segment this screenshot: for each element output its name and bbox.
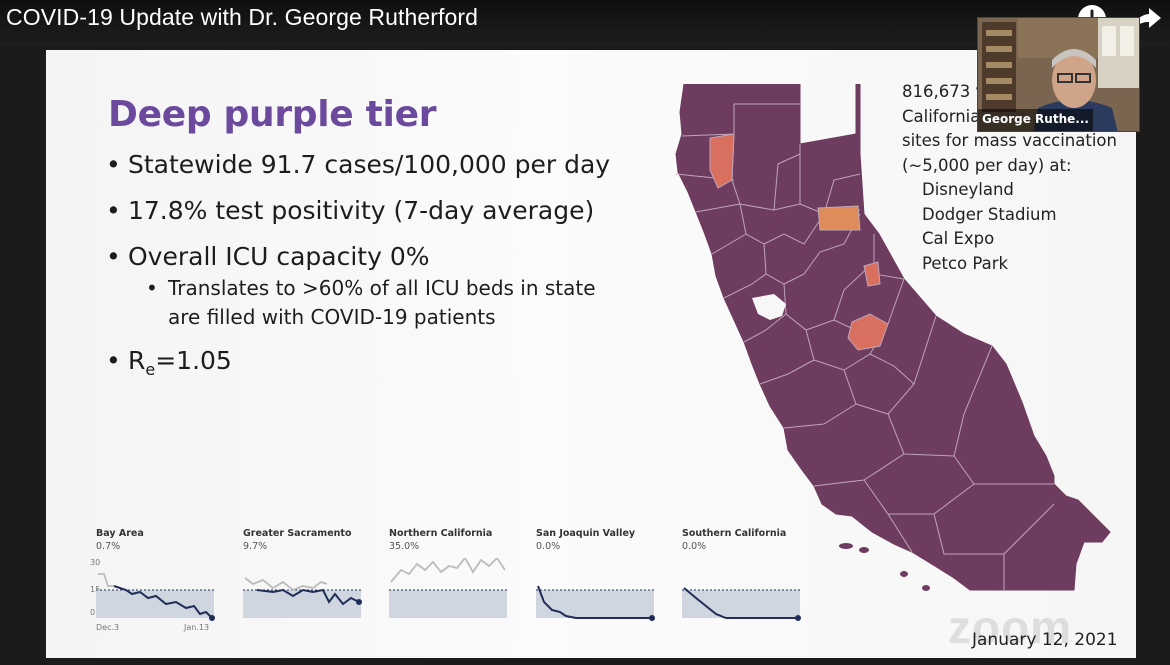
slide-title: Deep purple tier: [108, 94, 437, 135]
slide-date: January 12, 2021: [972, 630, 1118, 650]
county-alpine: [863, 261, 881, 287]
region-name: Bay Area: [96, 528, 144, 539]
axis-label: 30: [90, 558, 101, 567]
sub-bullet-icu: Translates to >60% of all ICU beds in st…: [146, 274, 626, 332]
video-title: COVID-19 Update with Dr. George Rutherfo…: [6, 4, 479, 30]
region-value: 0.7%: [96, 541, 121, 552]
site-item: Dodger Stadium: [922, 204, 1057, 224]
presentation-slide: Deep purple tier Statewide 91.7 cases/10…: [46, 50, 1136, 658]
re-base: R: [128, 346, 146, 375]
sparkline-greater-sacramento: Greater Sacramento 9.7%: [243, 528, 367, 634]
county-trinity: [709, 133, 735, 189]
bullet-icu: Overall ICU capacity 0%: [106, 240, 626, 274]
vacc-line-1: 816,673 v: [902, 82, 986, 101]
bullet-cases: Statewide 91.7 cases/100,000 per day: [106, 148, 626, 182]
region-value: 35.0%: [389, 541, 420, 552]
bullet-list: Statewide 91.7 cases/100,000 per day 17.…: [106, 148, 626, 387]
re-value: =1.05: [155, 346, 232, 375]
county-mariposa: [847, 313, 889, 351]
region-name: Southern California: [682, 528, 787, 539]
california-county-map: [675, 84, 1111, 591]
region-name: San Joaquin Valley: [536, 528, 636, 539]
san-francisco-bay: [752, 294, 786, 320]
site-item: Cal Expo: [922, 229, 995, 248]
region-value: 0.0%: [536, 541, 561, 552]
axis-label: 15: [90, 585, 101, 594]
re-subscript: e: [145, 360, 156, 379]
region-value: 0.0%: [682, 541, 707, 552]
bullet-re: Re=1.05: [106, 344, 626, 387]
presenter-name: George Ruthe...: [978, 109, 1093, 131]
vacc-line-2: California: [902, 106, 981, 126]
site-item: Petco Park: [922, 253, 1009, 273]
bullet-positivity: 17.8% test positivity (7-day average): [106, 194, 626, 228]
site-item: Disneyland: [922, 180, 1014, 199]
vaccination-text: 816,673 v California sites for mass vacc…: [902, 80, 1132, 276]
axis-label: Dec.3: [96, 623, 120, 632]
zoom-watermark: zoom: [948, 601, 1073, 653]
vacc-line-3: sites for mass vaccination: [902, 131, 1117, 150]
presenter-video-tile[interactable]: George Ruthe...: [977, 17, 1140, 132]
sparkline-northern-california: Northern California 35.0%: [389, 528, 513, 634]
sparkline-southern-california: Southern California 0.0%: [682, 528, 806, 634]
vacc-line-4: (~5,000 per day) at:: [902, 155, 1072, 175]
sparkline-san-joaquin-valley: San Joaquin Valley 0.0%: [536, 528, 660, 634]
region-value: 9.7%: [243, 541, 268, 552]
channel-islands: [839, 543, 930, 591]
axis-label: Jan.13: [184, 623, 210, 632]
video-title-bar: COVID-19 Update with Dr. George Rutherfo…: [0, 0, 1170, 46]
axis-label: 0: [90, 608, 96, 617]
region-name: Northern California: [389, 528, 493, 539]
share-icon[interactable]: [1130, 2, 1164, 36]
sparkline-bay-area: Bay Area 0.7% 30 15 0 Dec.3 Jan.13: [90, 528, 220, 634]
county-sierra: [817, 205, 861, 231]
region-name: Greater Sacramento: [243, 528, 352, 539]
